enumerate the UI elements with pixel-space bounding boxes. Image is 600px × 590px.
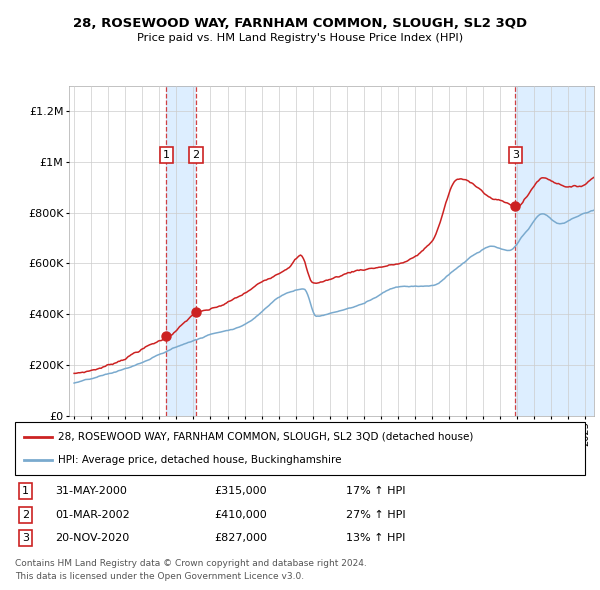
Text: 13% ↑ HPI: 13% ↑ HPI xyxy=(346,533,405,543)
Text: 2: 2 xyxy=(22,510,29,520)
Bar xyxy=(515,86,594,416)
Text: 3: 3 xyxy=(22,533,29,543)
Text: 1: 1 xyxy=(22,486,29,496)
Text: 1: 1 xyxy=(163,150,170,160)
Text: Contains HM Land Registry data © Crown copyright and database right 2024.: Contains HM Land Registry data © Crown c… xyxy=(15,559,367,568)
Bar xyxy=(166,86,196,416)
Text: 27% ↑ HPI: 27% ↑ HPI xyxy=(346,510,405,520)
Text: Price paid vs. HM Land Registry's House Price Index (HPI): Price paid vs. HM Land Registry's House … xyxy=(137,33,463,43)
FancyBboxPatch shape xyxy=(15,422,585,475)
Text: 31-MAY-2000: 31-MAY-2000 xyxy=(55,486,127,496)
Text: 28, ROSEWOOD WAY, FARNHAM COMMON, SLOUGH, SL2 3QD: 28, ROSEWOOD WAY, FARNHAM COMMON, SLOUGH… xyxy=(73,17,527,30)
Text: 01-MAR-2002: 01-MAR-2002 xyxy=(55,510,130,520)
Text: 2: 2 xyxy=(193,150,200,160)
Text: £315,000: £315,000 xyxy=(215,486,267,496)
Text: HPI: Average price, detached house, Buckinghamshire: HPI: Average price, detached house, Buck… xyxy=(58,455,341,465)
Text: £410,000: £410,000 xyxy=(215,510,267,520)
Text: 17% ↑ HPI: 17% ↑ HPI xyxy=(346,486,405,496)
Text: This data is licensed under the Open Government Licence v3.0.: This data is licensed under the Open Gov… xyxy=(15,572,304,581)
Text: £827,000: £827,000 xyxy=(215,533,268,543)
Text: 20-NOV-2020: 20-NOV-2020 xyxy=(55,533,129,543)
Text: 3: 3 xyxy=(512,150,519,160)
Text: 28, ROSEWOOD WAY, FARNHAM COMMON, SLOUGH, SL2 3QD (detached house): 28, ROSEWOOD WAY, FARNHAM COMMON, SLOUGH… xyxy=(58,432,473,442)
